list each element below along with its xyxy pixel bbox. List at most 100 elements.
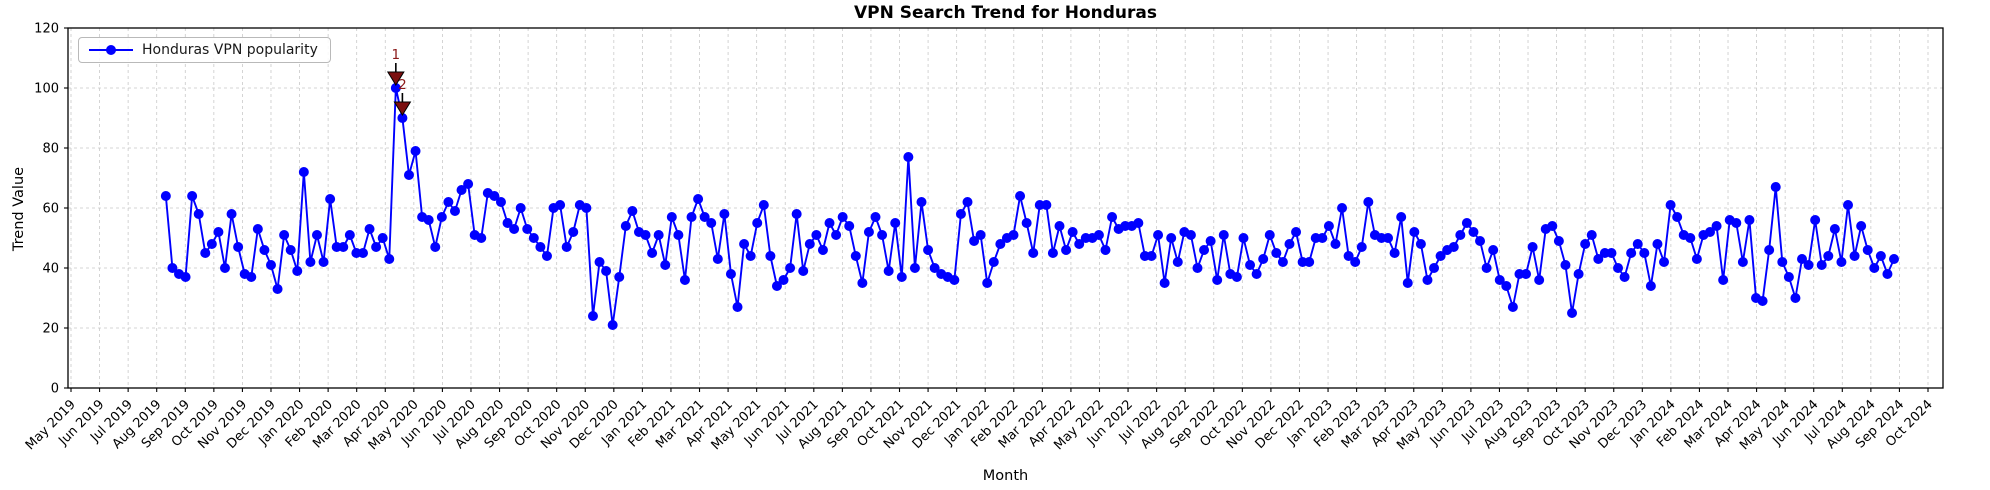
data-point — [824, 218, 835, 228]
data-point — [1153, 230, 1164, 240]
data-point — [1829, 224, 1840, 234]
data-point — [1875, 251, 1886, 261]
data-point — [272, 284, 283, 294]
data-point — [430, 242, 441, 252]
data-point — [535, 242, 546, 252]
data-point — [1304, 257, 1315, 267]
data-point — [1580, 239, 1591, 249]
data-point — [1645, 281, 1656, 291]
data-point — [1816, 260, 1827, 270]
data-point — [456, 185, 467, 195]
data-point — [1061, 245, 1072, 255]
data-point — [1231, 272, 1242, 282]
data-point — [1343, 251, 1354, 261]
data-point — [1422, 275, 1433, 285]
data-point — [1389, 248, 1400, 258]
data-point — [1455, 230, 1466, 240]
data-point — [1856, 221, 1867, 231]
data-point — [219, 263, 230, 273]
data-point — [955, 209, 966, 219]
annotation-label: 1 — [392, 47, 401, 63]
data-point — [614, 272, 625, 282]
data-point — [1159, 278, 1170, 288]
data-point — [213, 227, 224, 237]
data-point — [397, 113, 408, 123]
data-point — [1028, 248, 1039, 258]
data-point — [1192, 263, 1203, 273]
data-point — [706, 218, 717, 228]
data-point — [246, 272, 257, 282]
data-point — [1632, 239, 1643, 249]
data-point — [1691, 254, 1702, 264]
data-point — [1507, 302, 1518, 312]
annotation-triangle-down-icon — [393, 101, 412, 116]
data-point — [962, 197, 973, 207]
data-point — [1573, 269, 1584, 279]
data-point — [778, 275, 789, 285]
data-point — [1731, 218, 1742, 228]
data-point — [1238, 233, 1249, 243]
y-tick-label: 80 — [42, 142, 59, 157]
data-point — [384, 254, 395, 264]
data-point — [1284, 239, 1295, 249]
data-point — [1461, 218, 1472, 228]
data-point — [193, 209, 204, 219]
data-point — [916, 197, 927, 207]
data-point — [1350, 257, 1361, 267]
data-point — [410, 146, 421, 156]
data-point — [581, 203, 592, 213]
data-point — [1777, 257, 1788, 267]
data-point — [1323, 221, 1334, 231]
data-point — [1015, 191, 1026, 201]
data-point — [1665, 200, 1676, 210]
data-point — [1527, 242, 1538, 252]
data-point — [160, 191, 171, 201]
data-point — [1251, 269, 1262, 279]
data-point — [594, 257, 605, 267]
data-point — [1481, 263, 1492, 273]
data-point — [226, 209, 237, 219]
data-point — [364, 224, 375, 234]
data-point — [660, 260, 671, 270]
data-point — [285, 245, 296, 255]
data-point — [909, 263, 920, 273]
data-point — [463, 179, 474, 189]
data-point — [745, 251, 756, 261]
y-tick-label: 120 — [34, 22, 59, 37]
data-point — [265, 260, 276, 270]
data-point — [804, 239, 815, 249]
data-point — [1468, 227, 1479, 237]
data-point — [1744, 215, 1755, 225]
data-point — [923, 245, 934, 255]
data-point — [1553, 236, 1564, 246]
data-point — [371, 242, 382, 252]
data-point — [1363, 197, 1374, 207]
data-point — [357, 248, 368, 258]
legend: Honduras VPN popularity — [78, 37, 331, 63]
data-point — [502, 218, 513, 228]
legend-label: Honduras VPN popularity — [142, 42, 318, 58]
data-point — [1218, 230, 1229, 240]
data-point — [509, 224, 520, 234]
legend-line-sample — [89, 45, 133, 55]
data-point — [1448, 242, 1459, 252]
data-point — [975, 230, 986, 240]
data-point — [1560, 260, 1571, 270]
data-point — [305, 257, 316, 267]
data-point — [587, 311, 598, 321]
data-point — [1534, 275, 1545, 285]
data-point — [791, 209, 802, 219]
data-point — [863, 227, 874, 237]
data-point — [1429, 263, 1440, 273]
data-point — [1737, 257, 1748, 267]
data-point — [896, 272, 907, 282]
data-point — [522, 224, 533, 234]
data-point — [831, 230, 842, 240]
data-point — [1054, 221, 1065, 231]
data-point — [817, 245, 828, 255]
data-point — [1718, 275, 1729, 285]
data-point — [1803, 260, 1814, 270]
data-point — [1435, 251, 1446, 261]
